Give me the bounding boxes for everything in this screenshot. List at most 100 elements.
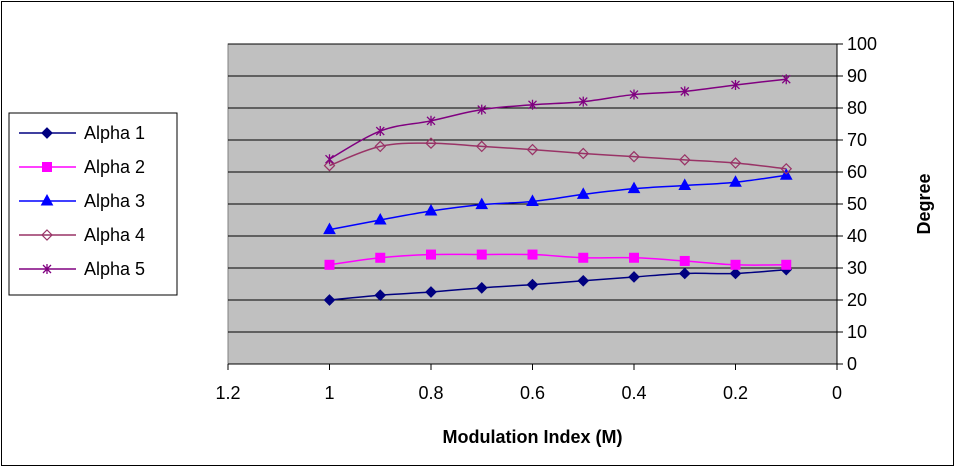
data-point [475,140,488,153]
data-point [526,278,539,291]
legend-label: Alpha 1 [84,123,145,143]
series-2 [324,249,792,270]
data-point [323,159,336,172]
data-point [426,249,436,260]
y-tick-label: 10 [847,322,867,342]
data-point [475,281,488,294]
data-point [527,249,538,260]
legend-label: Alpha 5 [84,259,145,279]
x-tick-label: 0.6 [520,383,545,403]
series-line [329,78,787,160]
x-tick-label: 0 [832,383,842,403]
grid-lines [228,43,838,365]
data-point [324,259,335,270]
data-point [628,150,640,163]
data-point [780,162,793,175]
series-line [329,174,787,231]
data-point [528,99,537,110]
x-tick-label: 0.2 [723,383,748,403]
legend-box [8,112,178,296]
data-point [781,259,792,270]
data-point [577,147,590,160]
data-point [678,267,691,280]
data-point [323,222,336,235]
y-tick-label: 20 [847,290,867,310]
data-point [373,212,387,225]
data-point [526,194,539,206]
data-point [729,175,742,187]
legend-item: Alpha 2 [19,157,145,177]
y-tick-label: 40 [847,226,867,246]
data-point [426,115,436,126]
data-point [629,89,639,100]
y-tick-label: 80 [847,98,867,118]
data-point [628,271,640,283]
data-point [729,267,742,280]
data-point [729,157,742,169]
legend-item: Alpha 3 [19,191,145,211]
legend-item: Alpha 1 [19,123,145,143]
y-tick-label: 30 [847,258,867,278]
data-point [425,137,437,150]
y-tick-label: 0 [847,354,857,374]
data-point [424,204,438,216]
data-point [731,79,740,90]
data-point [576,187,590,199]
data-point [374,140,387,153]
y-tick-label: 100 [847,34,877,54]
legend-item: Alpha 5 [19,259,145,279]
y-tick-label: 70 [847,130,867,150]
x-tick-label: 1 [324,383,334,403]
legend: Alpha 1 Alpha 2 Alpha 3 Alpha 4 Alpha 5 [8,112,178,296]
legend-label: Alpha 2 [84,157,145,177]
data-point [526,143,539,156]
data-point [781,74,791,85]
legend-marker [42,264,52,274]
series-1 [323,263,793,306]
legend-label: Alpha 3 [84,191,145,211]
data-point [578,252,589,263]
series-line [329,253,787,266]
data-point [680,86,690,97]
data-point [323,294,336,306]
data-point [629,252,639,263]
x-tick-label: 0.4 [621,383,646,403]
x-tick-label: 0.8 [418,383,443,403]
data-point [375,252,386,263]
series-5 [325,74,791,165]
y-axis-title: Degree [914,173,934,234]
series-4 [323,137,793,175]
data-point [627,181,641,194]
data-point [476,249,487,260]
y-tick-label: 90 [847,66,867,86]
data-point [475,197,489,210]
x-tick-label: 1.2 [215,383,240,403]
data-point [679,255,690,266]
data-point [730,259,741,270]
legend-item: Alpha 4 [19,225,145,245]
y-axis-ticks: 0 10 20 30 40 50 60 70 80 90 100 [837,34,877,374]
data-point [425,286,437,298]
data-point [374,289,387,302]
series-layer [323,74,793,306]
legend-label: Alpha 4 [84,225,145,245]
legend-marker [40,193,54,206]
series-line [329,142,787,170]
data-point [577,274,590,287]
data-point [477,104,487,115]
data-point [678,153,691,166]
legend-marker [41,127,53,139]
data-point [678,178,692,190]
data-point [375,126,385,137]
legend-marker [42,162,52,172]
y-tick-label: 60 [847,162,867,182]
x-axis-ticks: 1.2 1 0.8 0.6 0.4 0.2 0 [215,364,842,403]
x-axis-title: Modulation Index (M) [443,427,623,447]
data-point [578,96,588,107]
series-line [329,268,787,301]
legend-marker [41,229,53,241]
y-tick-label: 50 [847,194,867,214]
data-point [325,154,334,165]
series-3 [323,168,793,235]
